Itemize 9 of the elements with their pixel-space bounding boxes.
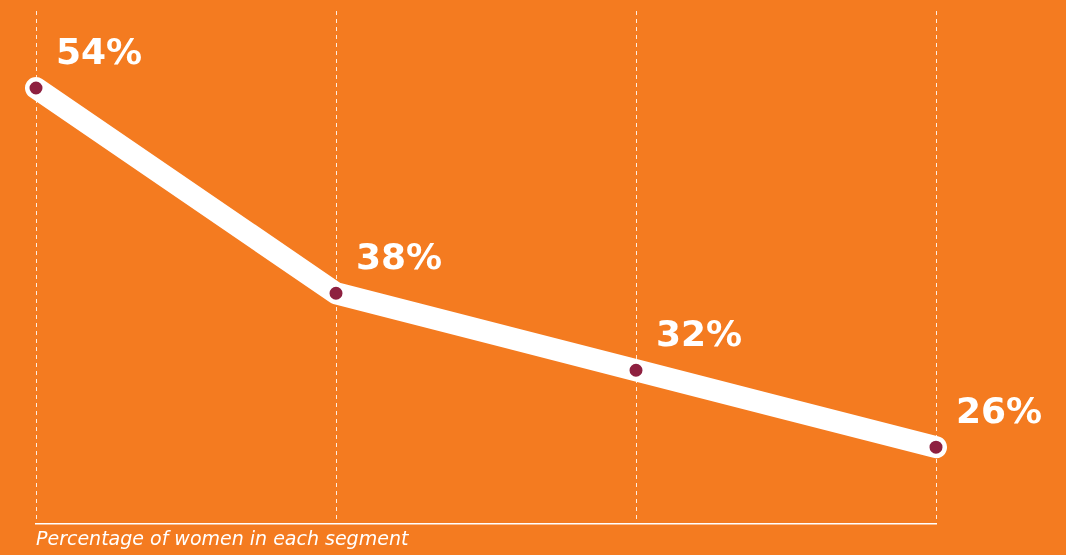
point [626,360,646,380]
data-label: 32% [656,313,743,355]
data-label: 54% [56,30,143,72]
point [326,283,346,303]
data-label: 38% [356,236,443,278]
data-label: 26% [956,390,1043,432]
x-axis-title: Percentage of women in each segment [36,526,410,549]
point [926,437,946,457]
point [26,78,46,98]
